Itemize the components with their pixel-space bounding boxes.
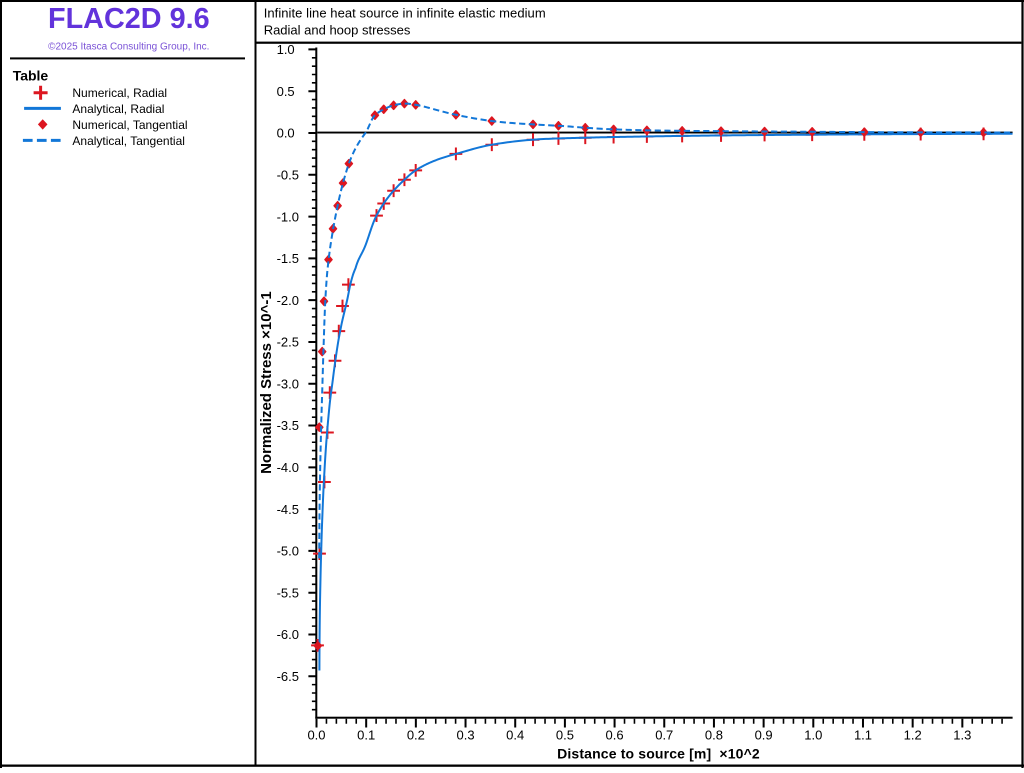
svg-text:1.0: 1.0 [804,728,822,743]
svg-text:-5.0: -5.0 [277,544,299,559]
svg-text:0.8: 0.8 [705,728,723,743]
svg-text:Numerical, Tangential: Numerical, Tangential [72,118,187,132]
svg-text:Numerical, Radial: Numerical, Radial [72,86,167,100]
svg-text:0.2: 0.2 [407,728,425,743]
svg-text:0.4: 0.4 [506,728,524,743]
svg-text:1.0: 1.0 [277,42,295,57]
svg-text:©2025 Itasca Consulting Group,: ©2025 Itasca Consulting Group, Inc. [48,42,209,53]
svg-text:-1.5: -1.5 [277,251,299,266]
svg-text:Infinite line heat source in i: Infinite line heat source in infinite el… [264,6,546,21]
svg-text:1.2: 1.2 [904,728,922,743]
svg-text:-3.0: -3.0 [277,376,299,391]
svg-text:-2.5: -2.5 [277,335,299,350]
svg-text:0.5: 0.5 [556,728,574,743]
svg-text:1.3: 1.3 [953,728,971,743]
svg-text:0.7: 0.7 [655,728,673,743]
svg-text:Distance to source [m] ×10^2: Distance to source [m] ×10^2 [557,746,760,762]
svg-text:0.9: 0.9 [755,728,773,743]
svg-text:-4.0: -4.0 [277,460,299,475]
svg-text:-6.0: -6.0 [277,627,299,642]
svg-text:-0.5: -0.5 [277,167,299,182]
svg-text:0.6: 0.6 [606,728,624,743]
svg-text:-1.0: -1.0 [277,209,299,224]
svg-text:-4.5: -4.5 [277,502,299,517]
svg-text:Analytical, Radial: Analytical, Radial [72,102,164,116]
svg-text:0.5: 0.5 [277,84,295,99]
svg-text:0.0: 0.0 [277,126,295,141]
svg-text:Radial and hoop stresses: Radial and hoop stresses [264,23,411,38]
svg-text:Normalized Stress ×10^-1: Normalized Stress ×10^-1 [258,291,275,474]
svg-text:0.3: 0.3 [457,728,475,743]
svg-text:-5.5: -5.5 [277,585,299,600]
svg-text:-2.0: -2.0 [277,293,299,308]
svg-text:FLAC2D 9.6: FLAC2D 9.6 [48,3,210,35]
svg-text:-6.5: -6.5 [277,669,299,684]
svg-text:-3.5: -3.5 [277,418,299,433]
svg-text:Table: Table [13,68,49,84]
svg-text:0.0: 0.0 [307,728,325,743]
svg-text:Analytical, Tangential: Analytical, Tangential [72,134,185,148]
svg-text:1.1: 1.1 [854,728,872,743]
svg-text:0.1: 0.1 [357,728,375,743]
